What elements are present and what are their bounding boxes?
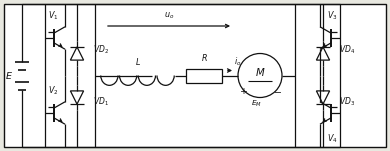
Bar — [186, 69, 222, 82]
Text: $V_1$: $V_1$ — [48, 10, 58, 22]
Text: $V_2$: $V_2$ — [48, 85, 58, 97]
Text: $+$: $+$ — [239, 85, 248, 95]
Text: $V_3$: $V_3$ — [327, 10, 337, 22]
Text: $L$: $L$ — [135, 56, 140, 67]
Text: $M$: $M$ — [255, 66, 265, 77]
Text: $VD_3$: $VD_3$ — [339, 95, 355, 108]
Text: $V_4$: $V_4$ — [327, 133, 337, 145]
Text: $i_o$: $i_o$ — [234, 55, 242, 68]
Text: $VD_4$: $VD_4$ — [339, 43, 355, 56]
Text: $R$: $R$ — [200, 52, 207, 63]
Text: $E_M$: $E_M$ — [250, 98, 261, 109]
Text: $VD_1$: $VD_1$ — [93, 95, 109, 108]
Text: $-$: $-$ — [273, 86, 282, 95]
Text: $VD_2$: $VD_2$ — [93, 43, 109, 56]
Text: $E$: $E$ — [5, 70, 13, 81]
Text: $u_o$: $u_o$ — [164, 11, 174, 21]
